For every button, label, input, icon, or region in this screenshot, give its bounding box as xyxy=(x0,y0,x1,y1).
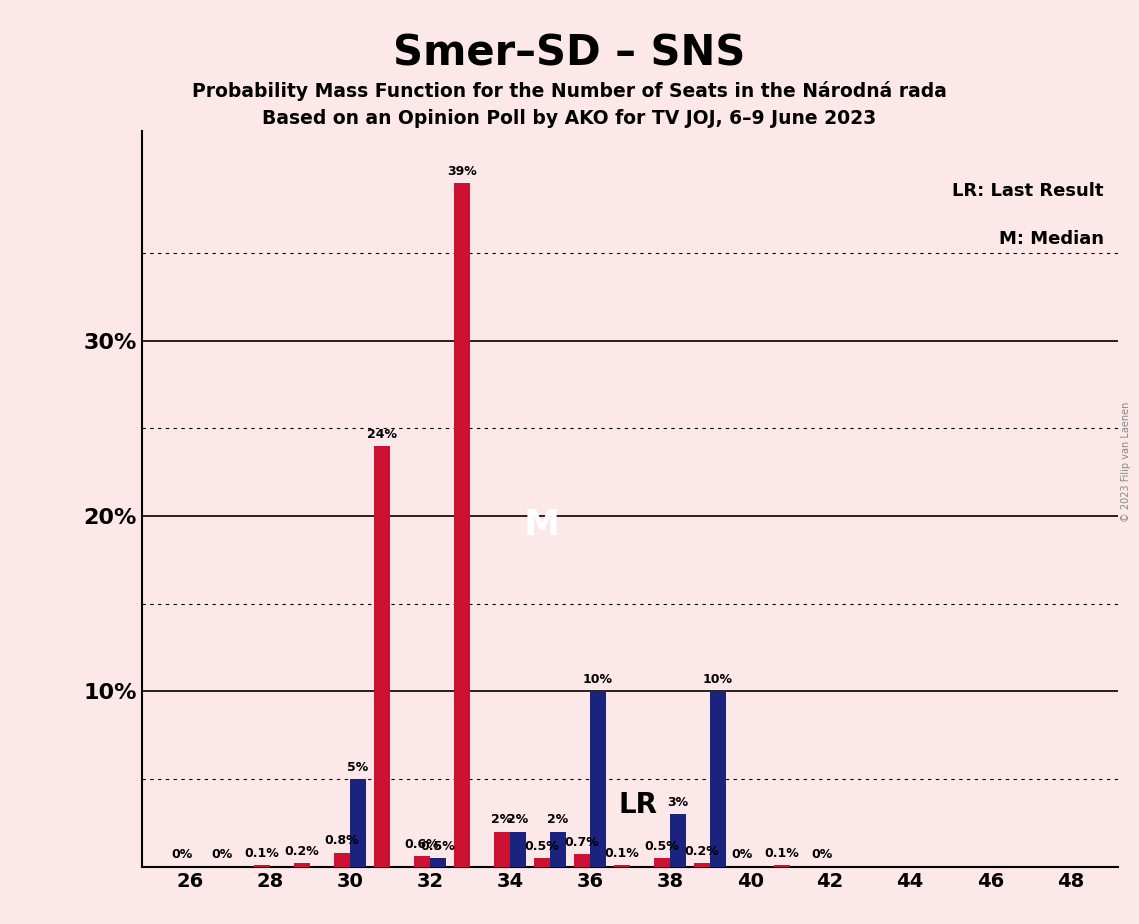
Text: 0.5%: 0.5% xyxy=(645,840,679,853)
Bar xyxy=(413,857,429,867)
Text: 39%: 39% xyxy=(446,164,477,177)
Bar xyxy=(775,865,790,867)
Text: 2%: 2% xyxy=(507,813,528,826)
Text: 0.5%: 0.5% xyxy=(420,840,456,853)
Bar xyxy=(694,863,710,867)
Text: 24%: 24% xyxy=(367,428,396,441)
Bar xyxy=(334,853,350,867)
Bar xyxy=(254,865,270,867)
Text: 0%: 0% xyxy=(171,848,192,861)
Bar xyxy=(374,446,390,867)
Text: LR: Last Result: LR: Last Result xyxy=(952,182,1104,200)
Text: Based on an Opinion Poll by AKO for TV JOJ, 6–9 June 2023: Based on an Opinion Poll by AKO for TV J… xyxy=(262,109,877,128)
Text: 0%: 0% xyxy=(811,848,833,861)
Text: 10%: 10% xyxy=(583,673,613,687)
Text: 10%: 10% xyxy=(703,673,734,687)
Bar xyxy=(574,855,590,867)
Text: Smer–SD – SNS: Smer–SD – SNS xyxy=(393,32,746,74)
Bar xyxy=(350,779,366,867)
Text: 0%: 0% xyxy=(731,848,753,861)
Bar xyxy=(710,691,726,867)
Text: 0.1%: 0.1% xyxy=(605,846,639,859)
Bar xyxy=(550,832,566,867)
Bar xyxy=(534,857,550,867)
Bar xyxy=(494,832,510,867)
Text: © 2023 Filip van Laenen: © 2023 Filip van Laenen xyxy=(1121,402,1131,522)
Bar xyxy=(510,832,526,867)
Text: 0.5%: 0.5% xyxy=(525,840,559,853)
Text: 2%: 2% xyxy=(491,813,513,826)
Bar xyxy=(429,857,445,867)
Text: 0.6%: 0.6% xyxy=(404,838,440,851)
Text: 0.1%: 0.1% xyxy=(245,846,279,859)
Bar xyxy=(590,691,606,867)
Text: 0.2%: 0.2% xyxy=(285,845,319,857)
Bar xyxy=(454,183,470,867)
Bar xyxy=(294,863,310,867)
Text: M: Median: M: Median xyxy=(999,230,1104,248)
Text: 0.1%: 0.1% xyxy=(764,846,800,859)
Text: 0.2%: 0.2% xyxy=(685,845,720,857)
Bar xyxy=(614,865,630,867)
Text: 3%: 3% xyxy=(667,796,689,808)
Text: Probability Mass Function for the Number of Seats in the Národná rada: Probability Mass Function for the Number… xyxy=(192,81,947,102)
Text: 5%: 5% xyxy=(347,760,368,773)
Text: 0.8%: 0.8% xyxy=(325,834,359,847)
Text: LR: LR xyxy=(618,791,657,820)
Bar xyxy=(654,857,670,867)
Text: 0.7%: 0.7% xyxy=(565,836,599,849)
Text: 0%: 0% xyxy=(211,848,232,861)
Text: 2%: 2% xyxy=(548,813,568,826)
Text: M: M xyxy=(524,508,560,541)
Bar xyxy=(670,814,686,867)
